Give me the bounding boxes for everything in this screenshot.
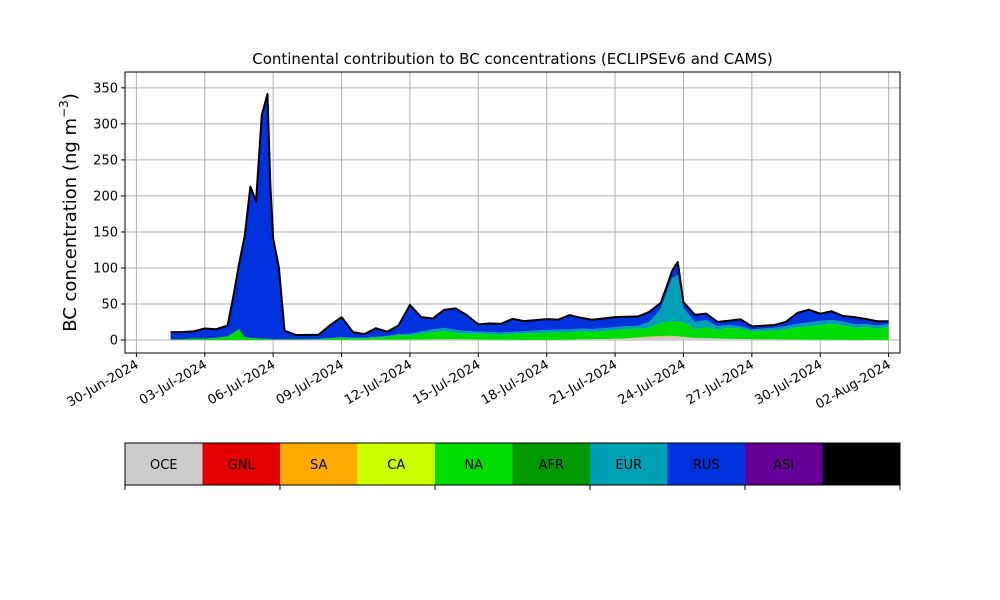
- legend-label-asi: ASI: [773, 458, 794, 473]
- x-tick-label: 06-Jul-2024: [205, 357, 278, 408]
- y-tick-label: 300: [93, 117, 118, 132]
- x-tick-label: 02-Aug-2024: [813, 357, 893, 412]
- y-tick-label: 100: [93, 261, 118, 276]
- y-tick-label: 50: [101, 298, 118, 313]
- x-tick-label: 30-Jun-2024: [65, 357, 142, 410]
- chart-title: Continental contribution to BC concentra…: [252, 50, 773, 68]
- y-axis-label: BC concentration (ng m−3): [57, 93, 81, 332]
- legend-frame: [124, 442, 901, 486]
- legend-label-na: NA: [464, 458, 483, 473]
- x-axis: 30-Jun-202403-Jul-202406-Jul-202409-Jul-…: [65, 353, 894, 413]
- x-tick-label: 09-Jul-2024: [274, 357, 347, 408]
- legend-swatch-aus: [822, 443, 900, 485]
- x-tick-label: 12-Jul-2024: [342, 357, 415, 408]
- total-line: [170, 92, 889, 336]
- legend-label-sa: SA: [310, 458, 327, 473]
- area-rus: [170, 93, 889, 340]
- legend-swatch-asi: [745, 443, 823, 485]
- y-axis: 0 50 100 150 200 250 300 350: [93, 81, 125, 349]
- legend-label-aus: AUS: [848, 458, 875, 473]
- legend-label-afr: AFR: [539, 458, 564, 473]
- y-tick-label: 0: [110, 334, 118, 349]
- legend-swatch-gnl: [202, 443, 280, 485]
- x-tick-label: 18-Jul-2024: [479, 357, 552, 408]
- x-tick-label: 03-Jul-2024: [137, 357, 210, 408]
- legend-swatch-ca: [357, 443, 435, 485]
- x-tick-label: 24-Jul-2024: [616, 357, 689, 408]
- x-tick-label: 21-Jul-2024: [547, 357, 620, 408]
- legend-swatch-na: [435, 443, 513, 485]
- grid-lines: [125, 72, 900, 353]
- y-tick-label: 250: [93, 153, 118, 168]
- plot-frame: [124, 71, 901, 354]
- legend-label-ca: CA: [387, 458, 405, 473]
- x-tick-label: 27-Jul-2024: [684, 357, 757, 408]
- legend-swatch-eur: [590, 443, 668, 485]
- legend-label-eur: EUR: [615, 458, 642, 473]
- y-tick-label: 150: [93, 225, 118, 240]
- area-eur: [170, 275, 889, 340]
- y-tick-label: 200: [93, 189, 118, 204]
- legend-swatch-rus: [667, 443, 745, 485]
- area-oce: [170, 336, 889, 341]
- legend-swatch-oce: [125, 443, 203, 485]
- stacked-areas: [170, 93, 889, 341]
- legend-swatch-afr: [512, 443, 590, 485]
- area-na: [170, 321, 889, 341]
- legend-label-rus: RUS: [693, 458, 720, 473]
- region-colorbar-legend: OCE GNL SA CA NA AFR EUR RUS ASI AUS: [124, 442, 901, 490]
- legend-label-oce: OCE: [150, 458, 178, 473]
- total-concentration-line: [170, 92, 889, 336]
- legend-label-gnl: GNL: [228, 458, 256, 473]
- legend-swatch-sa: [280, 443, 358, 485]
- x-tick-label: 15-Jul-2024: [410, 357, 483, 408]
- y-tick-label: 350: [93, 81, 118, 96]
